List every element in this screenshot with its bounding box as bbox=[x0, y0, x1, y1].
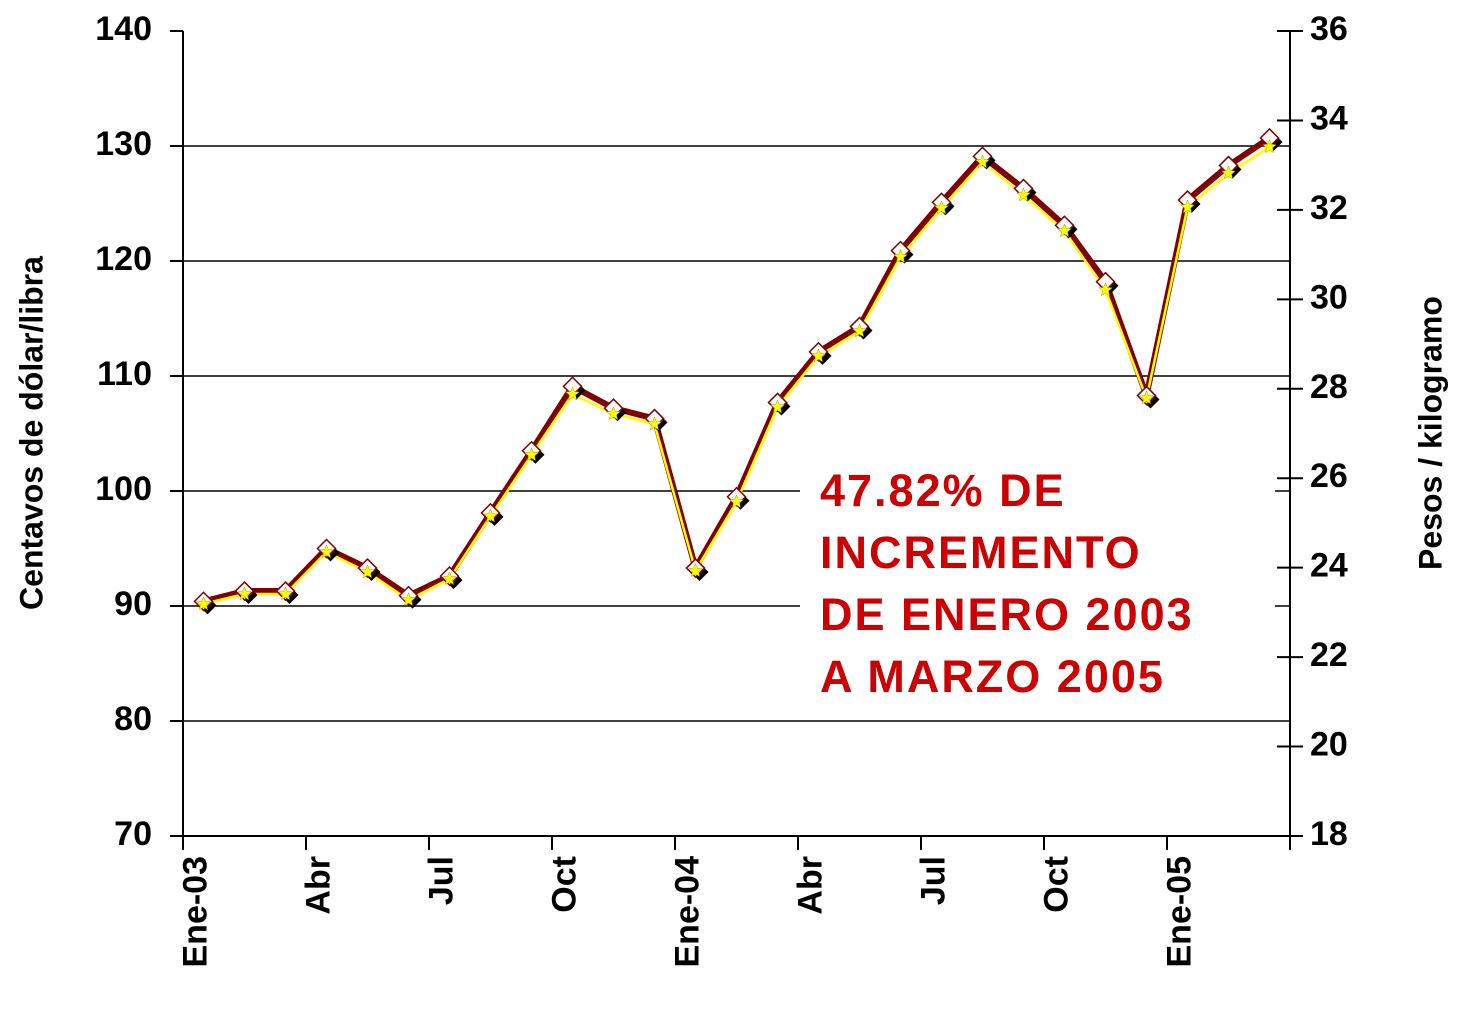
marker bbox=[1016, 187, 1031, 202]
y-tick-label: 80 bbox=[114, 700, 152, 738]
x-tick-label: Oct bbox=[545, 856, 583, 913]
marker bbox=[360, 564, 375, 579]
marker bbox=[852, 323, 867, 338]
annotation-line: A MARZO 2005 bbox=[820, 651, 1165, 702]
y-tick-label: 140 bbox=[95, 10, 152, 48]
y-tick-label: 70 bbox=[114, 815, 152, 853]
y-tick-label: 90 bbox=[114, 585, 152, 623]
marker bbox=[729, 494, 744, 509]
marker bbox=[401, 592, 416, 607]
marker bbox=[278, 586, 293, 601]
x-tick-label: Abr bbox=[791, 856, 829, 915]
annotation-line: 47.82% DE bbox=[820, 465, 1066, 516]
marker bbox=[524, 447, 539, 462]
x-tick-label: Ene-03 bbox=[176, 856, 214, 968]
y-tick-label: 110 bbox=[97, 355, 152, 393]
y-axis-title: Centavos de dólar/libra bbox=[13, 256, 49, 610]
x-tick-label: Ene-04 bbox=[668, 856, 706, 968]
marker bbox=[811, 348, 826, 363]
marker bbox=[1180, 199, 1195, 214]
marker bbox=[1139, 390, 1154, 405]
marker bbox=[770, 399, 785, 414]
y-tick-label: 120 bbox=[95, 240, 152, 278]
marker bbox=[893, 249, 908, 264]
marker bbox=[606, 406, 621, 421]
marker bbox=[442, 571, 457, 586]
x-tick-label: Ene-05 bbox=[1160, 856, 1198, 968]
x-tick-label: Abr bbox=[299, 856, 337, 915]
y2-tick-label: 24 bbox=[1310, 547, 1348, 585]
y2-tick-label: 36 bbox=[1310, 10, 1348, 48]
annotation-line: DE ENERO 2003 bbox=[820, 589, 1194, 640]
y2-tick-label: 18 bbox=[1310, 815, 1348, 853]
marker bbox=[647, 416, 662, 431]
marker bbox=[934, 200, 949, 215]
marker bbox=[1098, 282, 1113, 297]
marker bbox=[1221, 165, 1236, 180]
marker bbox=[565, 386, 580, 401]
marker bbox=[1057, 223, 1072, 238]
y-tick-label: 130 bbox=[95, 125, 152, 163]
y-tick-label: 100 bbox=[95, 470, 152, 508]
y2-tick-label: 22 bbox=[1310, 636, 1348, 674]
marker bbox=[483, 508, 498, 523]
y2-tick-label: 26 bbox=[1310, 457, 1348, 495]
annotation-box bbox=[800, 470, 1275, 710]
marker bbox=[975, 154, 990, 169]
marker bbox=[319, 544, 334, 559]
marker bbox=[196, 596, 211, 611]
y2-tick-label: 28 bbox=[1310, 368, 1348, 406]
x-tick-label: Jul bbox=[914, 856, 952, 905]
marker bbox=[237, 586, 252, 601]
y2-tick-label: 30 bbox=[1310, 278, 1348, 316]
y2-axis-title: Pesos / kilogramo bbox=[1412, 296, 1448, 570]
annotation-line: INCREMENTO bbox=[820, 527, 1142, 578]
marker bbox=[1262, 139, 1277, 154]
y2-tick-label: 34 bbox=[1310, 99, 1348, 137]
x-tick-label: Jul bbox=[422, 856, 460, 905]
y2-tick-label: 20 bbox=[1310, 726, 1348, 764]
y2-tick-label: 32 bbox=[1310, 189, 1348, 227]
marker bbox=[688, 563, 703, 578]
x-tick-label: Oct bbox=[1037, 856, 1075, 913]
